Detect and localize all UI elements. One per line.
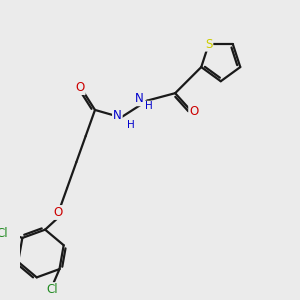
Text: S: S [205, 38, 212, 51]
Text: O: O [189, 105, 198, 118]
Text: O: O [75, 81, 85, 94]
Text: H: H [127, 120, 134, 130]
Text: N: N [113, 109, 122, 122]
Text: N: N [135, 92, 144, 105]
Text: Cl: Cl [46, 283, 58, 296]
Text: Cl: Cl [0, 227, 8, 240]
Text: O: O [53, 206, 62, 219]
Text: H: H [145, 101, 153, 111]
